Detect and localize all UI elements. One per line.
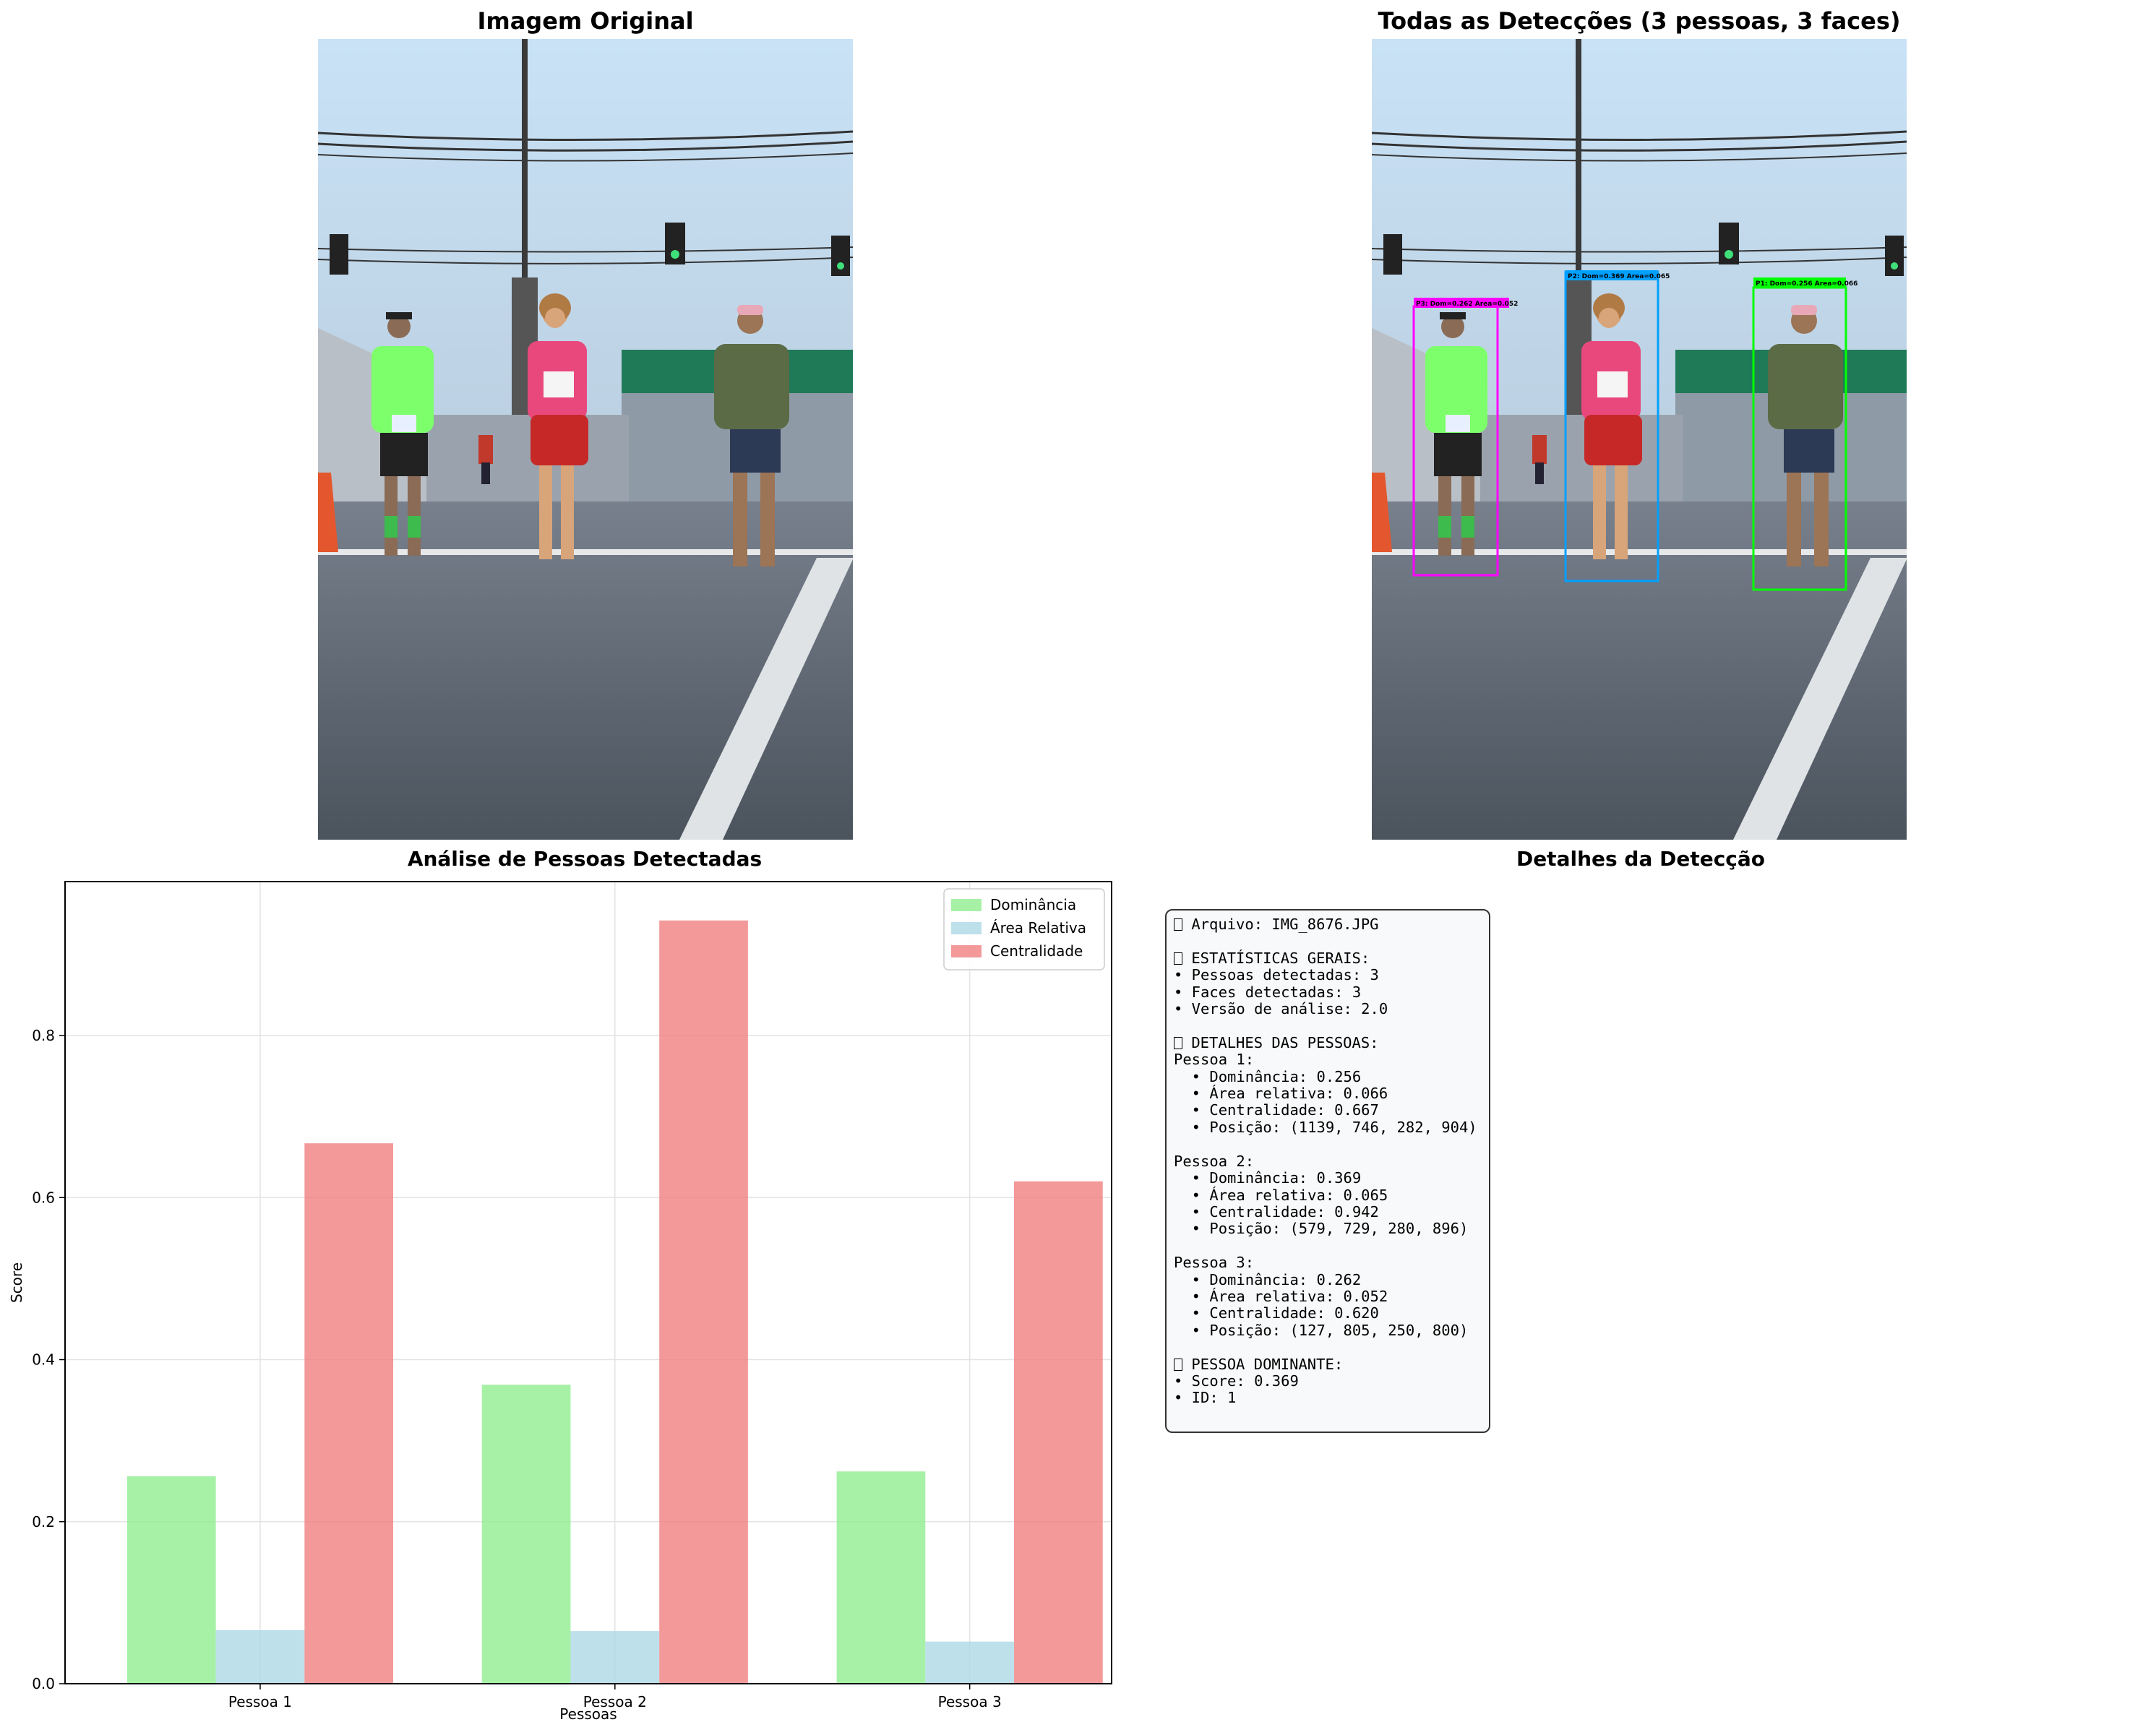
detection-box-p3: P3: Dom=0.262 Area=0.052: [1412, 298, 1518, 577]
y-axis-ticks: 0.0 0.2 0.4 0.6 0.8: [32, 1027, 65, 1692]
dominant-person-header: PESSOA DOMINANTE:: [1191, 1355, 1344, 1373]
bar-2-3: [925, 1641, 1015, 1684]
people-details-header: DETALHES DAS PESSOAS:: [1191, 1033, 1379, 1051]
person-line: • Centralidade: 0.620: [1174, 1304, 1379, 1322]
general-stat-line: • Pessoas detectadas: 3: [1174, 966, 1379, 984]
legend-swatch: [951, 899, 982, 911]
detections-image-title: Todas as Detecções (3 pessoas, 3 faces): [1378, 7, 1901, 35]
legend-box: [943, 888, 1105, 970]
y-tick-label: 0.8: [32, 1027, 55, 1044]
x-tick-label: Pessoa 2: [583, 1693, 647, 1710]
chart-legend: Dominância Área Relativa Centralidade: [943, 888, 1105, 970]
file-icon: [1174, 918, 1182, 931]
person-line: • Dominância: 0.256: [1174, 1067, 1362, 1085]
x-axis-ticks: Pessoa 1 Pessoa 2 Pessoa 3: [228, 1684, 1002, 1710]
x-tick-label: Pessoa 3: [938, 1693, 1002, 1710]
stats-icon: [1174, 952, 1182, 965]
general-stat-line: • Faces detectadas: 3: [1174, 983, 1362, 1001]
person-line: • Dominância: 0.262: [1174, 1270, 1362, 1288]
detections-photo: P1: Dom=0.256 Area=0.066 P2: Dom=0.369 A…: [1372, 39, 1907, 840]
detection-label-p3: P3: Dom=0.262 Area=0.052: [1416, 301, 1518, 308]
details-title: Detalhes da Detecção: [1516, 847, 1766, 871]
original-photo: [318, 39, 853, 840]
person-line: • Posição: (127, 805, 250, 800): [1174, 1321, 1469, 1339]
legend-label: Área Relativa: [990, 919, 1086, 937]
legend-swatch: [951, 922, 982, 934]
dominant-line: • Score: 0.369: [1174, 1372, 1299, 1390]
analysis-bar-chart: 0.0 0.2 0.4 0.6 0.8 Pessoa 1 Pessoa 2 Pessoa 3…: [8, 881, 1112, 1722]
legend-label: Centralidade: [990, 942, 1083, 960]
person-line: • Dominância: 0.369: [1174, 1169, 1362, 1187]
chart-title: Análise de Pessoas Detectadas: [407, 847, 763, 871]
street-scene-image: [318, 39, 853, 840]
person-title: Pessoa 3:: [1174, 1254, 1255, 1272]
person-line: • Área relativa: 0.065: [1174, 1186, 1388, 1204]
bar-2-1: [215, 1630, 305, 1684]
bar-1-2: [481, 1385, 571, 1684]
person-line: • Centralidade: 0.667: [1174, 1101, 1379, 1119]
people-icon: [1174, 1036, 1182, 1049]
general-stat-line: • Versão de análise: 2.0: [1174, 1000, 1388, 1018]
legend-swatch: [951, 945, 982, 957]
chart-bars: [126, 920, 1103, 1684]
detection-box-p1: P1: Dom=0.256 Area=0.066: [1752, 277, 1857, 591]
y-tick-label: 0.0: [32, 1675, 55, 1692]
person-line: • Área relativa: 0.052: [1174, 1287, 1388, 1305]
trophy-icon: [1174, 1358, 1182, 1371]
chart-axes-frame: [64, 881, 1112, 1684]
detection-label-p1: P1: Dom=0.256 Area=0.066: [1756, 280, 1857, 288]
bar-1-1: [126, 1476, 216, 1684]
bar-3-3: [1014, 1181, 1103, 1684]
legend-label: Dominância: [990, 896, 1076, 913]
bar-3-1: [304, 1143, 394, 1684]
street-scene-detections-image: P1: Dom=0.256 Area=0.066 P2: Dom=0.369 A…: [1372, 39, 1907, 840]
person-title: Pessoa 2:: [1174, 1152, 1255, 1170]
dominant-line: • ID: 1: [1174, 1389, 1237, 1407]
y-tick-label: 0.2: [32, 1513, 55, 1531]
detection-label-p2: P2: Dom=0.369 Area=0.065: [1568, 273, 1670, 280]
y-tick-label: 0.4: [32, 1351, 55, 1369]
bar-1-3: [836, 1471, 926, 1684]
person-line: • Posição: (579, 729, 280, 896): [1174, 1220, 1469, 1238]
chart-grid: [65, 882, 1112, 1684]
detection-box-p2: P2: Dom=0.369 Area=0.065: [1564, 270, 1670, 582]
y-tick-label: 0.6: [32, 1189, 55, 1206]
person-line: • Posição: (1139, 746, 282, 904): [1174, 1118, 1477, 1136]
person-line: • Centralidade: 0.942: [1174, 1202, 1379, 1221]
person-title: Pessoa 1:: [1174, 1051, 1255, 1069]
bar-2-2: [570, 1631, 660, 1684]
x-tick-label: Pessoa 1: [228, 1693, 292, 1710]
person-line: • Área relativa: 0.066: [1174, 1085, 1388, 1103]
original-image-title: Imagem Original: [477, 7, 694, 35]
general-stats-header: ESTATÍSTICAS GERAIS:: [1191, 949, 1370, 967]
bar-3-2: [659, 920, 748, 1684]
x-axis-label: Pessoas: [559, 1705, 617, 1722]
file-name: Arquivo: IMG_8676.JPG: [1191, 916, 1379, 933]
detection-details-box: Arquivo: IMG_8676.JPG ESTATÍSTICAS GERAI…: [1165, 909, 1490, 1433]
y-axis-label: Score: [8, 1262, 25, 1303]
